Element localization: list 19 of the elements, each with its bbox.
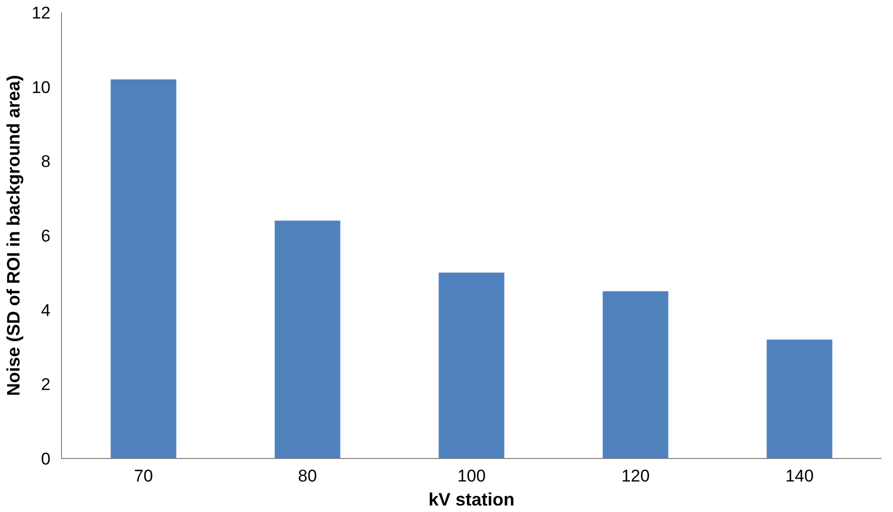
- y-tick-label: 10: [32, 78, 51, 97]
- x-tick-label: 70: [134, 466, 153, 486]
- x-axis-title: kV station: [428, 490, 515, 510]
- y-axis-title: Noise (SD of ROI in background area): [4, 74, 24, 396]
- bar: [766, 340, 832, 458]
- y-tick-label: 6: [41, 226, 51, 246]
- x-tick-label: 140: [785, 466, 814, 486]
- x-tick-label: 100: [457, 466, 486, 486]
- y-tick-label: 8: [41, 152, 51, 172]
- bar: [274, 220, 340, 458]
- y-tick-label: 4: [41, 300, 51, 320]
- y-tick-label: 0: [41, 450, 51, 468]
- x-tick-label: 80: [298, 466, 317, 486]
- x-tick-label: 120: [621, 466, 650, 486]
- bar: [438, 272, 504, 458]
- bar: [602, 291, 668, 458]
- y-tick-label: 2: [41, 375, 51, 394]
- bar: [110, 79, 176, 458]
- y-tick-label: 12: [32, 4, 51, 22]
